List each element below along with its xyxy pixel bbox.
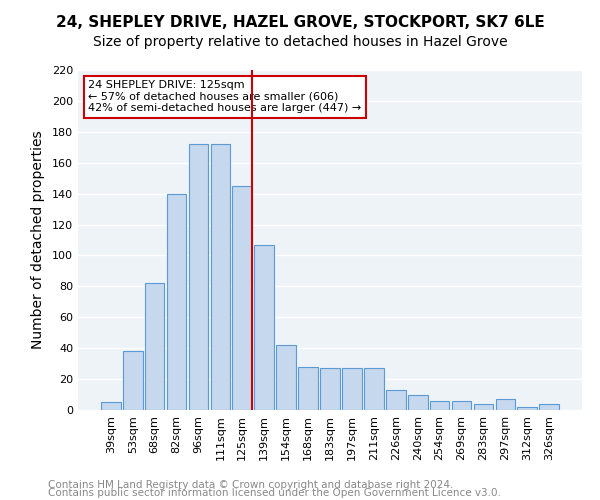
Y-axis label: Number of detached properties: Number of detached properties	[31, 130, 45, 350]
Text: 24, SHEPLEY DRIVE, HAZEL GROVE, STOCKPORT, SK7 6LE: 24, SHEPLEY DRIVE, HAZEL GROVE, STOCKPOR…	[56, 15, 544, 30]
Bar	[232, 186, 252, 410]
Bar	[496, 399, 515, 410]
Text: Contains public sector information licensed under the Open Government Licence v3: Contains public sector information licen…	[48, 488, 501, 498]
Bar	[145, 284, 164, 410]
Bar	[298, 366, 318, 410]
Bar	[539, 404, 559, 410]
Bar	[211, 144, 230, 410]
Bar	[430, 400, 449, 410]
Bar	[517, 407, 537, 410]
Bar	[254, 244, 274, 410]
Bar	[342, 368, 362, 410]
Bar	[386, 390, 406, 410]
Bar	[473, 404, 493, 410]
Text: Contains HM Land Registry data © Crown copyright and database right 2024.: Contains HM Land Registry data © Crown c…	[48, 480, 454, 490]
Text: 24 SHEPLEY DRIVE: 125sqm
← 57% of detached houses are smaller (606)
42% of semi-: 24 SHEPLEY DRIVE: 125sqm ← 57% of detach…	[88, 80, 361, 114]
Bar	[364, 368, 384, 410]
Bar	[452, 400, 472, 410]
Bar	[188, 144, 208, 410]
Bar	[123, 352, 143, 410]
Text: Size of property relative to detached houses in Hazel Grove: Size of property relative to detached ho…	[92, 35, 508, 49]
Bar	[408, 394, 428, 410]
Bar	[320, 368, 340, 410]
Bar	[276, 345, 296, 410]
Bar	[167, 194, 187, 410]
Bar	[101, 402, 121, 410]
